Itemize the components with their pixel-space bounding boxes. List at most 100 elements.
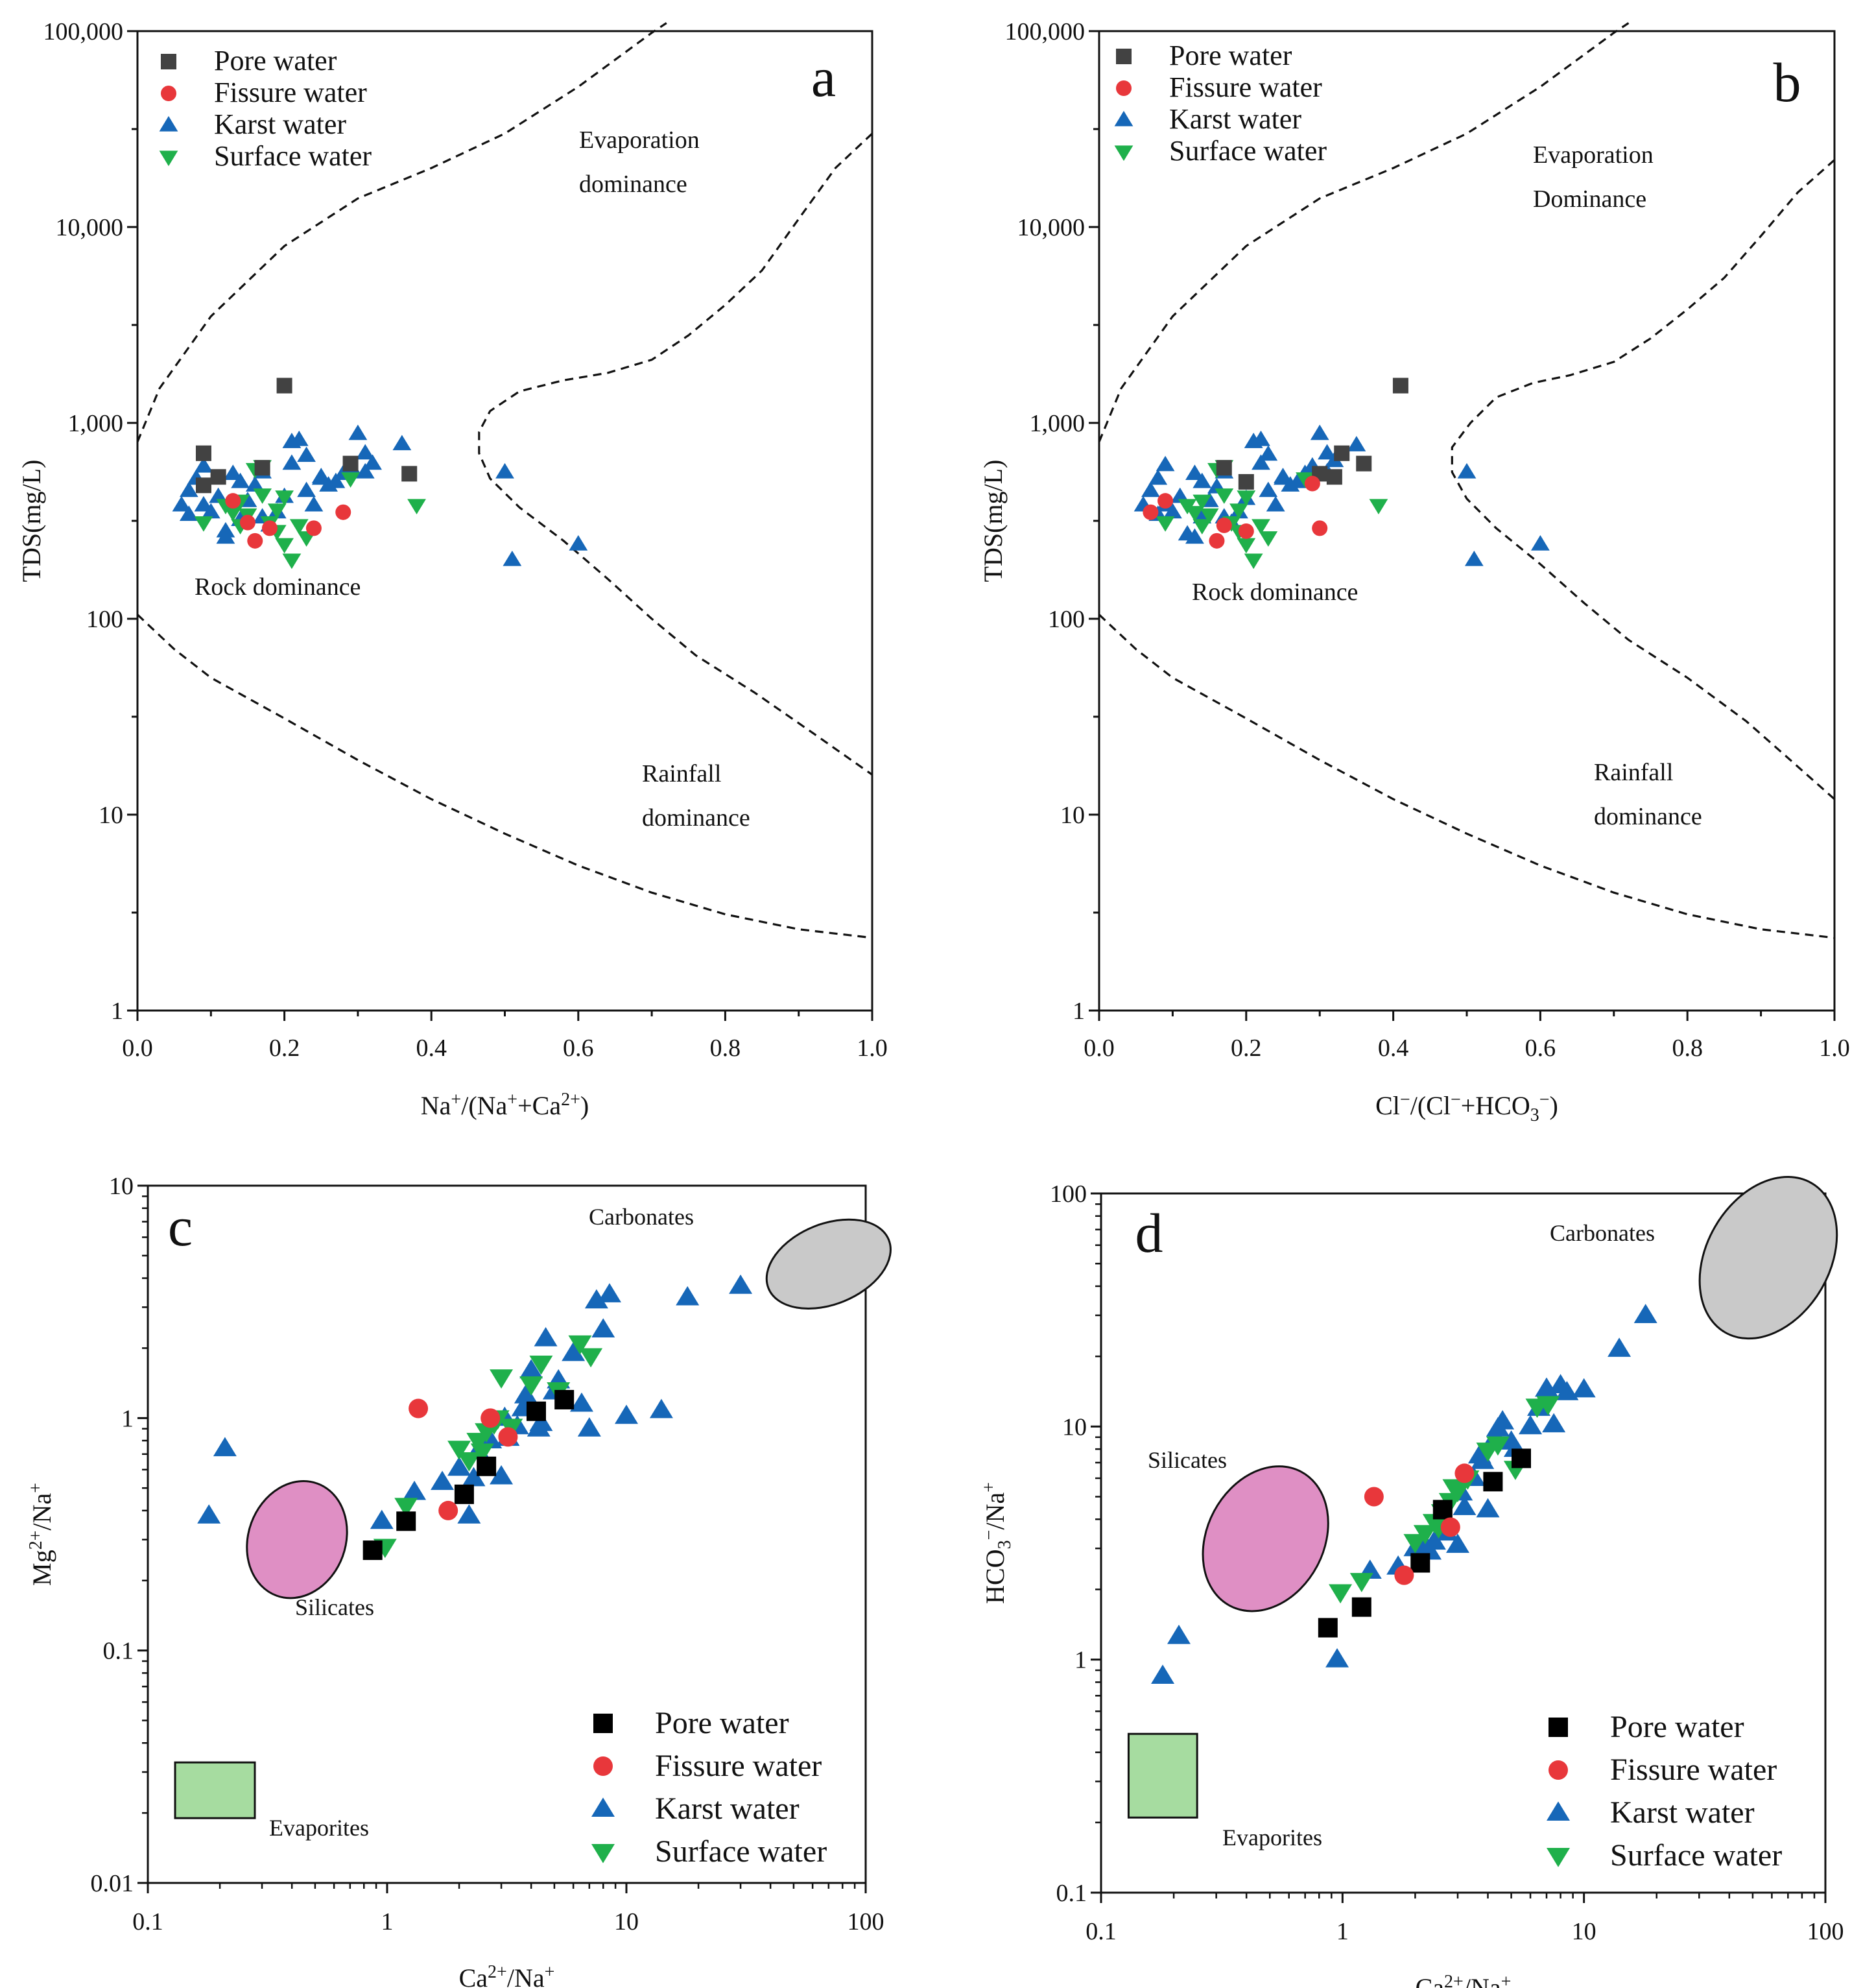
point-surface-water [1156, 516, 1175, 532]
legend-label: Fissure water [655, 1749, 822, 1783]
point-karst-water [282, 454, 302, 470]
point-surface-water [1403, 1534, 1427, 1553]
legend-marker [159, 150, 178, 167]
y-tick-label: 0.1 [103, 1638, 134, 1665]
region-silicates: Silicates [1148, 1447, 1227, 1473]
point-karst-water [1310, 424, 1329, 440]
point-karst-water [216, 528, 235, 544]
region-evaporation-2: dominance [579, 171, 687, 198]
x-tick-label: 100 [848, 1908, 884, 1935]
point-pore-water [554, 1389, 575, 1409]
y-tick-label: 1 [121, 1405, 134, 1432]
legend-label: Surface water [1169, 135, 1327, 167]
point-surface-water [1369, 499, 1388, 515]
upper-boundary-line [136, 22, 667, 442]
point-pore-water [401, 466, 418, 482]
point-pore-water [195, 445, 211, 461]
point-pore-water [1238, 473, 1254, 490]
legend-marker [1547, 1801, 1570, 1821]
panel-letter: d [1135, 1202, 1163, 1264]
point-surface-water [1237, 490, 1256, 506]
x-tick-label: 0.8 [710, 1035, 741, 1062]
y-tick-label: 10 [109, 1173, 134, 1200]
x-tick-label: 0.6 [1525, 1035, 1556, 1062]
x-tick-label: 0.0 [1084, 1035, 1115, 1062]
panel-letter: b [1774, 51, 1801, 114]
point-fissure-water [261, 520, 278, 536]
point-karst-water [194, 457, 213, 473]
point-surface-water [275, 490, 294, 506]
point-pore-water [1410, 1553, 1430, 1573]
point-karst-water [1193, 472, 1212, 488]
x-tick-label: 1.0 [1819, 1035, 1850, 1062]
point-surface-water [457, 1452, 481, 1472]
point-pore-water [396, 1511, 416, 1531]
panel-c: 0.1 1 10 100 0.01 0.1 1 10 Ca2+/Na+ Mg2+/Na+ Carbo… [26, 1173, 892, 1988]
point-karst-water [297, 446, 316, 462]
legend-marker [1547, 1848, 1570, 1867]
legend-marker [593, 1756, 613, 1776]
point-karst-water [1471, 1450, 1495, 1469]
region-silicates: Silicates [295, 1594, 374, 1620]
point-pore-water [362, 1540, 383, 1561]
point-karst-water [1572, 1378, 1596, 1398]
point-pore-water [210, 469, 226, 485]
x-tick-label: 0.0 [122, 1035, 153, 1062]
point-fissure-water [1143, 504, 1159, 520]
point-karst-water [1486, 1417, 1510, 1437]
x-tick-label: 10 [614, 1908, 639, 1935]
point-karst-water [348, 424, 368, 440]
point-fissure-water [247, 533, 263, 549]
x-tick-label: 0.1 [1086, 1918, 1117, 1945]
point-karst-water [231, 472, 250, 488]
x-tick-label: 0.8 [1672, 1035, 1703, 1062]
point-surface-water [519, 1376, 543, 1396]
point-karst-water [213, 1437, 237, 1457]
point-pore-water [1351, 1597, 1371, 1617]
y-axis-label: TDS(mg/L) [17, 460, 46, 582]
point-surface-water [341, 472, 360, 488]
region-evaporites: Evaporites [269, 1815, 369, 1841]
y-tick-label: 1 [111, 998, 123, 1025]
point-surface-water [275, 538, 294, 554]
x-tick-label: 1.0 [857, 1035, 888, 1062]
region-rainfall-2: dominance [1594, 803, 1702, 830]
panel-letter: c [168, 1195, 193, 1258]
point-karst-water [1608, 1337, 1632, 1357]
point-surface-water [1200, 508, 1219, 524]
point-karst-water [569, 535, 588, 551]
point-karst-water [1141, 481, 1160, 497]
point-fissure-water [498, 1427, 518, 1447]
point-surface-water [470, 1443, 494, 1463]
x-axis-label: Cl−/(Cl−+HCO3−) [1375, 1090, 1558, 1125]
point-karst-water [355, 444, 375, 460]
point-surface-water [282, 553, 302, 569]
legend-marker [1116, 80, 1132, 96]
point-karst-water [495, 462, 514, 479]
point-surface-water [253, 488, 272, 504]
point-fissure-water [409, 1398, 429, 1419]
point-karst-water [584, 1289, 608, 1309]
point-karst-water [1156, 455, 1175, 472]
y-tick-label: 1 [1074, 1647, 1087, 1674]
upper-boundary-line [1098, 22, 1630, 442]
point-surface-water [579, 1348, 603, 1368]
point-pore-water [454, 1484, 474, 1504]
point-karst-water [1259, 481, 1278, 497]
point-surface-water [1185, 506, 1204, 521]
point-karst-water [223, 464, 243, 480]
point-pore-water [1216, 460, 1232, 476]
point-karst-water [597, 1283, 621, 1302]
point-karst-water [245, 476, 265, 492]
point-surface-water [223, 506, 243, 521]
y-tick-label: 10 [1060, 802, 1085, 829]
region-carbonates: Carbonates [589, 1204, 694, 1230]
point-surface-water [1296, 472, 1314, 488]
point-fissure-water [1304, 475, 1320, 492]
x-tick-label: 0.2 [269, 1035, 300, 1062]
point-surface-water [1259, 531, 1278, 547]
y-tick-label: 1 [1073, 998, 1085, 1025]
y-axis-label: TDS(mg/L) [979, 460, 1008, 582]
point-surface-water [1413, 1525, 1437, 1544]
